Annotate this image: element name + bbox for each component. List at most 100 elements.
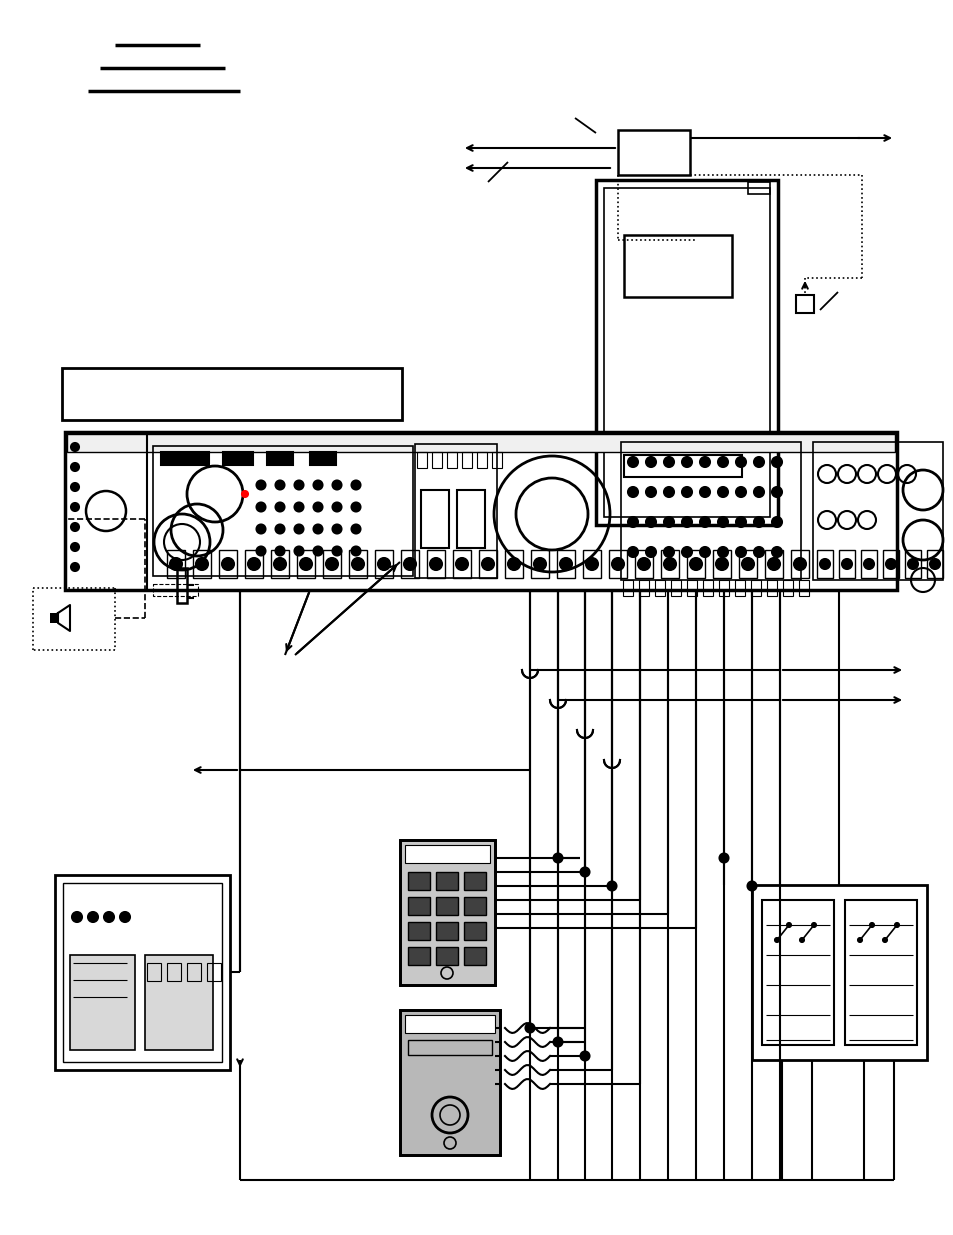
Circle shape (333, 503, 341, 511)
Bar (751, 885, 926, 1060)
Circle shape (663, 487, 673, 496)
Bar (618, 130, 689, 175)
Bar (267, 452, 293, 466)
Bar (63, 883, 222, 1062)
Bar (245, 550, 263, 578)
Circle shape (700, 457, 709, 467)
Circle shape (681, 547, 691, 557)
Circle shape (294, 525, 303, 534)
Bar (639, 580, 648, 597)
Circle shape (242, 492, 248, 496)
Bar (623, 235, 731, 296)
Bar (296, 550, 314, 578)
Bar (420, 490, 449, 548)
Circle shape (104, 911, 113, 923)
Circle shape (885, 559, 895, 569)
Bar (408, 947, 430, 965)
Bar (766, 580, 776, 597)
Circle shape (700, 487, 709, 496)
Bar (844, 900, 916, 1045)
Bar (375, 550, 393, 578)
Circle shape (299, 558, 312, 571)
Circle shape (638, 558, 649, 571)
Bar (686, 550, 704, 578)
Circle shape (585, 558, 598, 571)
Circle shape (351, 480, 360, 489)
Circle shape (681, 517, 691, 527)
Bar (405, 1015, 495, 1032)
Circle shape (800, 939, 803, 942)
Bar (167, 550, 185, 578)
Circle shape (753, 457, 763, 467)
Bar (702, 580, 712, 597)
Bar (463, 947, 485, 965)
Circle shape (663, 547, 673, 557)
Bar (408, 1040, 492, 1055)
Circle shape (559, 558, 572, 571)
Bar (492, 452, 501, 468)
Circle shape (771, 547, 781, 557)
Circle shape (811, 923, 815, 927)
Circle shape (534, 558, 545, 571)
Circle shape (820, 559, 829, 569)
Bar (436, 897, 457, 915)
Bar (531, 550, 548, 578)
Circle shape (735, 517, 745, 527)
Bar (408, 923, 430, 940)
Bar (476, 452, 486, 468)
Bar (926, 550, 942, 578)
Circle shape (882, 939, 886, 942)
Circle shape (612, 558, 623, 571)
Circle shape (857, 939, 862, 942)
Circle shape (333, 547, 341, 556)
Circle shape (735, 457, 745, 467)
Bar (734, 580, 744, 597)
Bar (719, 580, 728, 597)
Circle shape (71, 563, 79, 571)
Bar (416, 452, 427, 468)
Circle shape (735, 547, 745, 557)
Bar (816, 550, 832, 578)
Circle shape (767, 558, 780, 571)
Polygon shape (50, 613, 58, 622)
Circle shape (627, 517, 638, 527)
Bar (447, 452, 456, 468)
Circle shape (663, 558, 676, 571)
Circle shape (718, 547, 727, 557)
Circle shape (753, 517, 763, 527)
Circle shape (719, 853, 728, 862)
Bar (463, 872, 485, 890)
Bar (582, 550, 600, 578)
Circle shape (88, 911, 98, 923)
Circle shape (326, 558, 337, 571)
Circle shape (793, 558, 805, 571)
Bar (504, 550, 522, 578)
Circle shape (248, 558, 260, 571)
Bar (799, 580, 808, 597)
Circle shape (607, 882, 616, 890)
Bar (635, 550, 652, 578)
Bar (622, 580, 633, 597)
Bar (400, 550, 418, 578)
Circle shape (929, 559, 939, 569)
Circle shape (71, 463, 79, 471)
Bar (904, 550, 920, 578)
Circle shape (771, 457, 781, 467)
Bar (463, 897, 485, 915)
Circle shape (275, 525, 284, 534)
Circle shape (645, 487, 656, 496)
Bar (747, 182, 769, 194)
Bar (861, 550, 876, 578)
Bar (187, 963, 201, 981)
Bar (782, 580, 792, 597)
Circle shape (71, 443, 79, 451)
Circle shape (735, 487, 745, 496)
Bar (882, 550, 898, 578)
Circle shape (786, 923, 790, 927)
Bar (790, 550, 808, 578)
Circle shape (274, 558, 286, 571)
Circle shape (663, 517, 673, 527)
Bar (310, 452, 335, 466)
Bar (761, 900, 833, 1045)
Bar (739, 550, 757, 578)
